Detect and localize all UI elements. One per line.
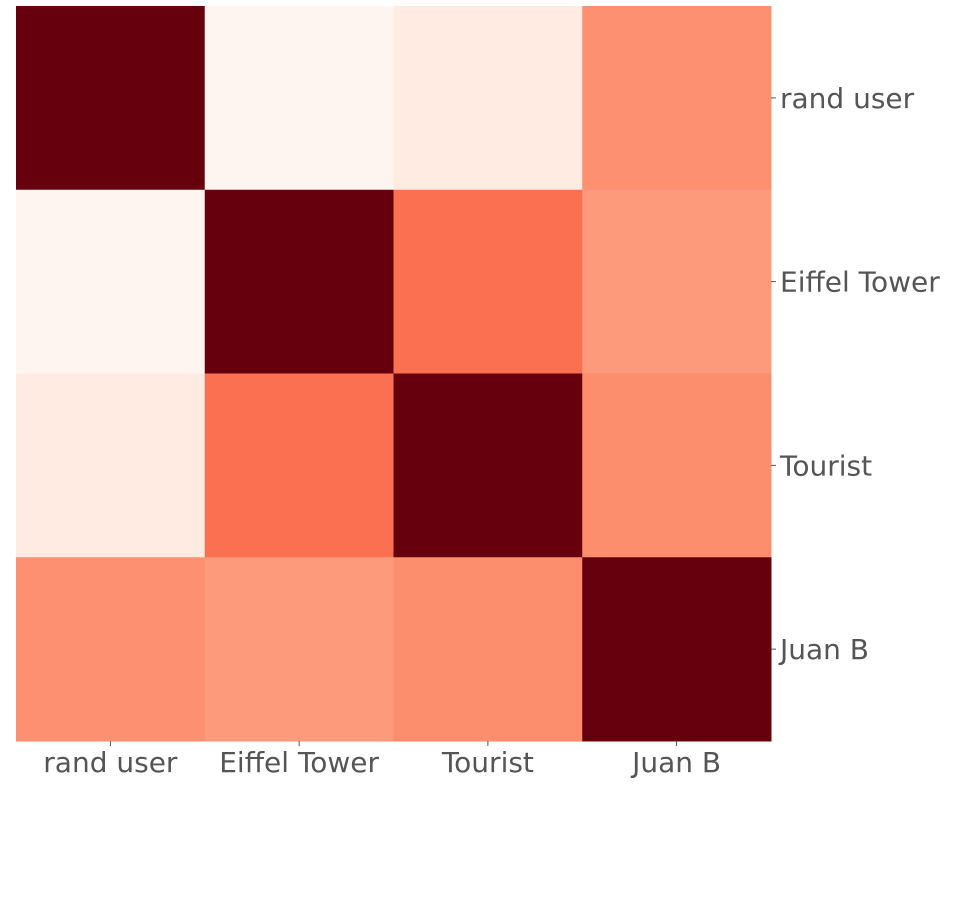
heatmap-cell-juan-b-eiffel-tower [204,557,394,742]
heatmap-cell-juan-b-tourist [393,557,583,742]
heatmap-cell-rand-user-juan-b [582,6,772,191]
x-tick-label: Eiffel Tower [219,746,379,779]
heatmap-cell-tourist-juan-b [582,373,772,558]
heatmap-cell-eiffel-tower-eiffel-tower [204,189,394,374]
heatmap-cell-rand-user-eiffel-tower [204,6,394,191]
heatmap-cell-eiffel-tower-rand-user [16,189,206,374]
heatmap-cells [16,6,772,742]
x-axis: rand user Eiffel Tower Tourist Juan B [43,741,721,779]
x-tick-label: Tourist [441,746,534,779]
heatmap-cell-rand-user-rand-user [16,6,206,191]
y-tick-label: Juan B [778,633,869,666]
y-tick-label: Tourist [779,449,872,482]
heatmap-cell-juan-b-rand-user [16,557,206,742]
heatmap-cell-tourist-rand-user [16,373,206,558]
heatmap-cell-tourist-tourist [393,373,583,558]
heatmap-cell-eiffel-tower-juan-b [582,189,772,374]
heatmap-cell-tourist-eiffel-tower [204,373,394,558]
y-tick-label: Eiffel Tower [780,266,940,299]
x-tick-label: Juan B [630,746,721,779]
y-axis: rand user Eiffel Tower Tourist Juan B [771,82,940,666]
heatmap-cell-juan-b-juan-b [582,557,772,742]
x-tick-label: rand user [43,746,178,779]
heatmap-cell-eiffel-tower-tourist [393,189,583,374]
y-tick-label: rand user [780,82,915,115]
heatmap-cell-rand-user-tourist [393,6,583,191]
